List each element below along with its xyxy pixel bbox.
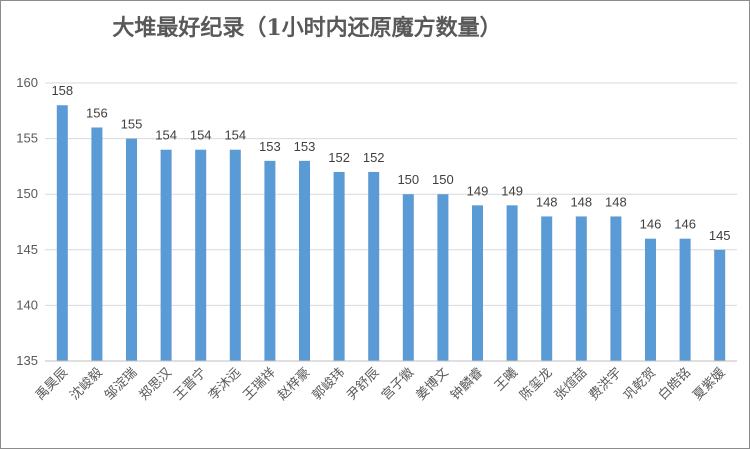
y-tick-label: 160 [16, 75, 38, 90]
gridlines [45, 82, 737, 306]
x-tick-label: 邹淀瑞 [101, 365, 140, 404]
bar [91, 127, 103, 361]
bar [126, 138, 137, 361]
bar [610, 216, 622, 361]
bar [333, 171, 345, 361]
data-label: 154 [224, 128, 246, 143]
data-label: 148 [570, 194, 592, 209]
bar [645, 238, 656, 361]
data-label: 148 [605, 194, 627, 209]
bar [472, 205, 483, 361]
x-tick-label: 郭峻玮 [309, 365, 348, 404]
bar [299, 160, 310, 361]
x-tick-label: 王晋宁 [171, 365, 210, 404]
x-tick-label: 王瑞祥 [241, 365, 279, 403]
data-label: 152 [363, 150, 385, 165]
y-tick-label: 145 [16, 242, 38, 257]
chart-title: 大堆最好纪录（1小时内还原魔方数量） [112, 15, 501, 41]
category-labels: 禹昊辰沈峻毅邹淀瑞郑思汉王晋宁李沐远王瑞祥赵梓豪郭峻玮尹舒辰宫子徽姜博文钟麟睿王… [33, 365, 729, 404]
data-label: 150 [432, 172, 454, 187]
x-tick-label: 郑思汉 [137, 365, 175, 403]
data-label: 149 [501, 183, 523, 198]
x-tick-label: 钟麟睿 [447, 365, 486, 404]
bar [714, 249, 726, 361]
x-tick-label: 赵梓豪 [274, 365, 313, 404]
bar [264, 160, 276, 361]
data-label: 158 [51, 83, 73, 98]
data-label: 154 [155, 128, 177, 143]
bar [229, 149, 241, 361]
x-tick-label: 夏紫媛 [690, 365, 728, 403]
data-label: 154 [190, 128, 212, 143]
y-tick-label: 150 [16, 186, 38, 201]
data-label: 150 [397, 172, 419, 187]
data-label: 155 [121, 117, 143, 132]
data-label: 145 [709, 228, 731, 243]
bar [541, 216, 553, 361]
bar [195, 149, 207, 361]
x-tick-label: 王曦 [491, 365, 521, 395]
x-tick-label: 张煊喆 [552, 365, 590, 403]
bar [160, 149, 172, 361]
data-label: 153 [294, 139, 316, 154]
bar [679, 238, 691, 361]
x-tick-label: 宫子徽 [379, 365, 417, 403]
y-tick-label: 140 [16, 297, 38, 312]
data-labels: 158 156 155 154 154 154 153 153 152 152 150 150 149 1… [51, 83, 730, 243]
x-tick-label: 禹昊辰 [33, 365, 71, 403]
y-tick-label: 135 [16, 353, 38, 368]
x-tick-label: 尹舒辰 [344, 365, 382, 403]
data-label: 156 [86, 105, 108, 120]
x-tick-label: 李沐远 [206, 365, 244, 403]
y-axis-ticks: 135 140 145 150 155 160 [16, 75, 38, 368]
bar [506, 205, 518, 361]
bar [437, 194, 449, 361]
data-label: 149 [467, 183, 489, 198]
data-label: 152 [328, 150, 350, 165]
data-label: 146 [674, 217, 696, 232]
data-label: 146 [640, 217, 662, 232]
bar [402, 194, 414, 361]
y-tick-label: 155 [16, 131, 38, 146]
bar [368, 171, 380, 361]
x-tick-label: 姜博文 [414, 365, 452, 403]
x-tick-label: 巩乾贺 [621, 365, 659, 403]
bars [56, 105, 726, 362]
bar [575, 216, 587, 361]
bar [56, 105, 68, 362]
data-label: 148 [536, 194, 558, 209]
data-label: 153 [259, 139, 281, 154]
x-tick-label: 沈峻毅 [67, 365, 106, 404]
x-tick-label: 费洪宇 [587, 365, 625, 403]
x-tick-label: 白皓铭 [655, 365, 694, 404]
x-tick-label: 陈玺龙 [517, 365, 556, 404]
